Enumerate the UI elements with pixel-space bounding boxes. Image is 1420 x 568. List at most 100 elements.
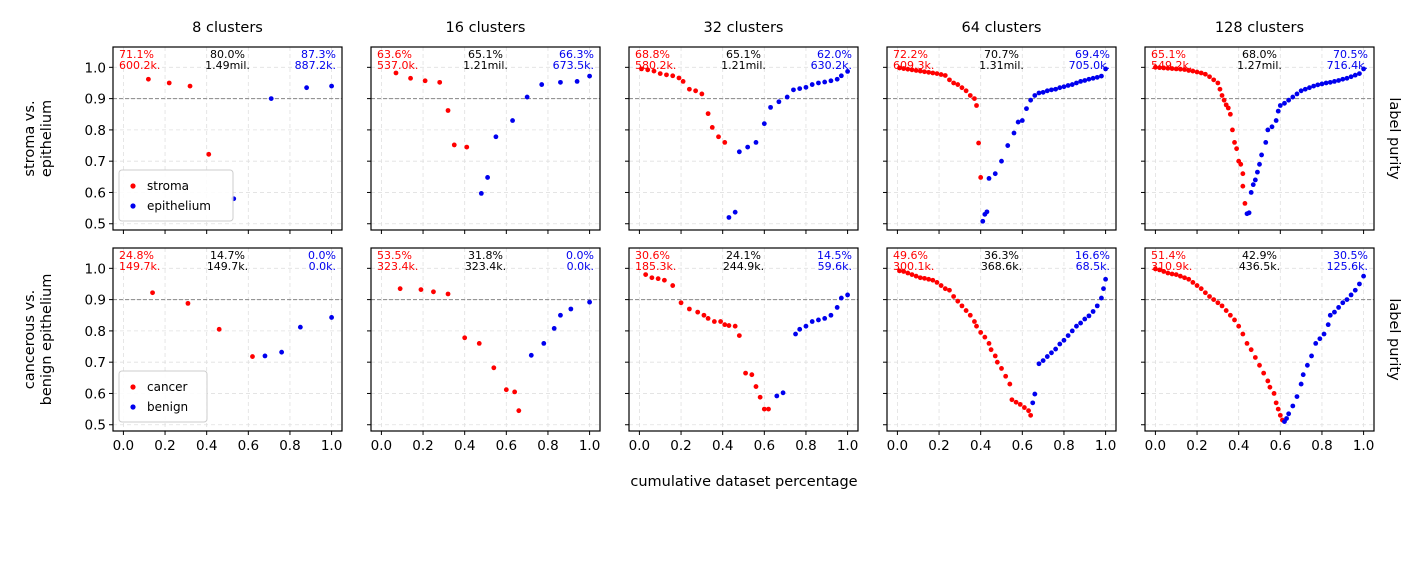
annotation-total-pct: 36.3% [984,249,1019,262]
data-point-blue [1336,305,1342,310]
data-point-red [934,71,940,76]
legend-box [118,169,234,222]
annotation-first-pct: 68.8% [635,48,670,61]
data-point-red [1273,400,1279,406]
data-point-red [216,326,222,332]
data-point-red [1202,290,1208,296]
points-group [643,272,850,412]
data-point-red [1277,412,1283,418]
data-point-red [988,347,994,353]
annotation-total-count: 1.21mil. [463,59,508,72]
legend-box [118,370,208,423]
data-point-red [1177,273,1183,279]
data-point-red [1026,408,1031,414]
data-point-red [959,303,965,309]
y-tick-label: 1.0 [85,60,106,76]
data-point-blue [992,171,998,177]
data-point-blue [1069,82,1075,87]
data-point-blue [485,175,490,180]
data-point-red [963,308,969,313]
data-point-red [695,309,701,315]
data-point-blue [816,80,821,86]
data-point-red [1169,66,1175,71]
data-point-red [512,389,518,395]
data-point-blue [1290,403,1296,409]
data-point-red [978,175,984,180]
data-point-red [1230,127,1235,133]
data-point-red [1223,308,1229,313]
data-point-red [1194,69,1200,75]
data-point-red [1165,65,1171,71]
data-point-red [1265,378,1271,384]
data-point-red [1257,362,1262,368]
panel-frame [886,46,1117,231]
annotation-first-count: 600.2k. [119,59,160,72]
annotation-first-pct: 72.2% [893,48,928,61]
data-point-red [711,319,717,324]
data-point-blue [1269,124,1275,130]
panel-0-1: 63.6%537.0k. 65.1%1.21mil. 66.3%673.5k. 16 … [367,20,601,234]
data-point-red [1215,80,1221,86]
data-point-blue [1057,85,1063,91]
data-point-blue [1061,84,1067,90]
panel-frame [1144,46,1375,231]
data-point-blue [1078,79,1084,84]
data-point-blue [803,323,809,329]
data-point-red [705,315,711,321]
data-point-red [736,333,742,338]
data-point-blue [1248,190,1254,195]
data-point-blue [1352,287,1358,293]
data-point-red [905,270,911,276]
data-point-blue [1311,83,1317,89]
data-point-blue [1028,97,1034,103]
data-point-red [978,330,984,335]
data-point-blue [1273,118,1279,123]
data-point-red [897,268,902,274]
data-point-blue [493,134,499,140]
data-point-blue [1344,297,1350,303]
data-point-red [1219,303,1225,309]
panel-1-3: 0.0 0.2 0.4 0.6 0.8 1.0 49.6%300.1k. 36.3%368.6… [883,247,1117,454]
annotation-first-pct: 65.1% [1151,48,1186,61]
data-point-blue [1090,309,1096,314]
data-point-red [418,287,424,293]
data-point-red [951,294,957,299]
data-point-blue [1099,73,1104,79]
panel-frame [112,46,343,231]
data-point-red [955,298,961,304]
data-point-blue [1298,381,1304,387]
data-point-blue [1282,100,1287,106]
data-point-blue [822,79,828,85]
data-point-blue [1032,391,1038,397]
data-point-red [1190,68,1196,74]
data-point-blue [1044,88,1050,94]
data-point-blue [1082,78,1088,83]
x-tick-label: 0.6 [1012,438,1033,454]
data-point-red [1240,183,1246,189]
y-tick-label: 1.0 [85,261,106,277]
data-point-red [1169,271,1175,277]
data-point-blue [1074,323,1079,329]
data-point-blue [558,79,563,85]
data-point-red [972,96,977,102]
row-label-line: epithelium [39,100,55,177]
x-tick-label: 0.2 [412,438,433,454]
data-point-blue [1265,127,1271,133]
panel-0-2: 68.8%580.2k. 65.1%1.21mil. 62.0%630.2k. 32 … [625,20,859,234]
data-point-blue [1015,119,1021,125]
data-point-blue [791,87,796,93]
x-tick-label: 0.6 [238,438,259,454]
data-point-red [1242,201,1248,206]
panel-1-4: 0.0 0.2 0.4 0.6 0.8 1.0 51.4%310.9k. 42.9%436.5… [1141,247,1375,454]
panel-1-0: 0.0 0.2 0.4 0.6 0.8 1.0 0.5 0.6 0.7 0.8 0.9 1.0 24.8… [85,247,343,454]
data-point-red [645,67,651,73]
points-group [397,286,592,414]
data-point-red [185,300,191,306]
data-point-red [1244,341,1250,346]
data-point-red [917,68,923,74]
data-point-blue [551,325,557,331]
data-point-blue [1304,362,1310,368]
annotation-total-pct: 70.7% [984,48,1019,61]
data-point-blue [1361,66,1366,72]
data-point-blue [1086,76,1092,82]
